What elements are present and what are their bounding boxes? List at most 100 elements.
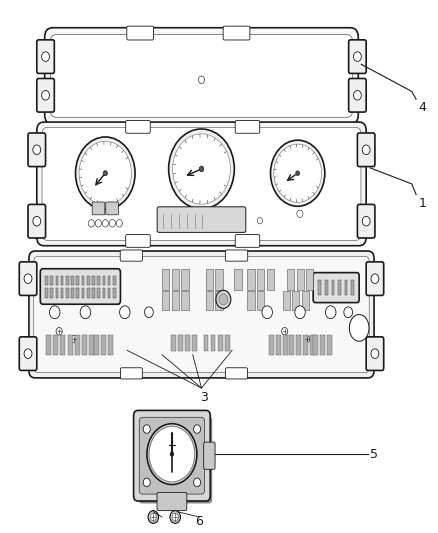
Circle shape	[350, 315, 368, 336]
Circle shape	[169, 129, 234, 209]
FancyBboxPatch shape	[276, 335, 281, 355]
FancyBboxPatch shape	[120, 250, 142, 261]
FancyBboxPatch shape	[235, 120, 260, 133]
FancyBboxPatch shape	[46, 335, 51, 355]
FancyBboxPatch shape	[247, 291, 254, 310]
FancyBboxPatch shape	[101, 335, 106, 355]
Bar	[71, 276, 74, 285]
Circle shape	[75, 137, 135, 209]
FancyBboxPatch shape	[206, 269, 213, 290]
Circle shape	[362, 216, 370, 226]
FancyBboxPatch shape	[327, 335, 332, 355]
FancyBboxPatch shape	[247, 269, 254, 290]
Circle shape	[170, 452, 173, 456]
FancyBboxPatch shape	[75, 335, 80, 355]
Circle shape	[282, 327, 288, 335]
Bar	[92, 288, 95, 297]
Circle shape	[257, 217, 262, 224]
FancyBboxPatch shape	[349, 78, 366, 112]
Ellipse shape	[349, 314, 369, 341]
Bar	[97, 276, 100, 285]
FancyBboxPatch shape	[185, 335, 190, 351]
Circle shape	[271, 140, 325, 206]
FancyBboxPatch shape	[108, 335, 113, 355]
Circle shape	[88, 220, 94, 227]
Bar	[97, 288, 100, 297]
Circle shape	[216, 290, 231, 309]
FancyBboxPatch shape	[211, 335, 215, 351]
FancyBboxPatch shape	[40, 269, 120, 304]
Bar	[77, 276, 79, 285]
FancyBboxPatch shape	[34, 256, 369, 373]
FancyBboxPatch shape	[206, 291, 213, 310]
Circle shape	[33, 216, 41, 226]
Bar	[71, 288, 74, 297]
FancyBboxPatch shape	[126, 235, 150, 247]
Circle shape	[304, 335, 310, 343]
FancyBboxPatch shape	[226, 368, 247, 379]
FancyBboxPatch shape	[306, 269, 314, 290]
FancyBboxPatch shape	[234, 269, 242, 290]
Bar	[50, 288, 53, 297]
FancyBboxPatch shape	[215, 291, 223, 310]
Circle shape	[344, 307, 353, 318]
FancyBboxPatch shape	[292, 291, 299, 310]
FancyBboxPatch shape	[127, 26, 153, 40]
FancyBboxPatch shape	[172, 291, 179, 310]
Bar	[338, 280, 341, 295]
FancyBboxPatch shape	[126, 120, 150, 133]
Circle shape	[170, 511, 180, 523]
Bar	[61, 288, 64, 297]
Circle shape	[172, 513, 178, 521]
Circle shape	[353, 52, 361, 61]
Circle shape	[42, 91, 49, 100]
Bar	[351, 280, 354, 295]
Circle shape	[295, 306, 305, 319]
Circle shape	[95, 220, 101, 227]
Circle shape	[79, 141, 131, 205]
FancyBboxPatch shape	[357, 204, 375, 238]
FancyBboxPatch shape	[171, 335, 176, 351]
FancyBboxPatch shape	[313, 335, 318, 355]
Circle shape	[198, 76, 205, 84]
Bar	[87, 276, 89, 285]
FancyBboxPatch shape	[226, 250, 248, 261]
Circle shape	[325, 306, 336, 319]
FancyBboxPatch shape	[235, 235, 260, 247]
Circle shape	[296, 171, 300, 175]
FancyBboxPatch shape	[68, 335, 73, 355]
FancyBboxPatch shape	[162, 269, 169, 290]
FancyBboxPatch shape	[181, 269, 188, 290]
Circle shape	[102, 220, 108, 227]
FancyBboxPatch shape	[313, 272, 359, 303]
Circle shape	[148, 511, 159, 523]
FancyBboxPatch shape	[225, 335, 230, 351]
Bar	[108, 276, 110, 285]
Circle shape	[199, 166, 204, 172]
Circle shape	[103, 171, 107, 176]
FancyBboxPatch shape	[42, 127, 361, 240]
FancyBboxPatch shape	[310, 335, 315, 355]
FancyBboxPatch shape	[19, 262, 37, 295]
FancyBboxPatch shape	[162, 291, 169, 310]
FancyBboxPatch shape	[257, 291, 264, 310]
FancyBboxPatch shape	[223, 26, 250, 40]
FancyBboxPatch shape	[297, 269, 304, 290]
Bar	[61, 276, 64, 285]
Bar	[318, 280, 321, 295]
Circle shape	[80, 306, 91, 319]
FancyBboxPatch shape	[45, 28, 358, 124]
Bar	[345, 280, 347, 295]
Circle shape	[71, 335, 78, 343]
FancyBboxPatch shape	[287, 269, 294, 290]
FancyBboxPatch shape	[289, 335, 294, 355]
Text: 5: 5	[370, 448, 378, 461]
FancyBboxPatch shape	[204, 335, 208, 351]
Circle shape	[42, 52, 49, 61]
Bar	[102, 288, 105, 297]
FancyBboxPatch shape	[366, 262, 384, 295]
Circle shape	[109, 220, 115, 227]
Bar	[45, 276, 48, 285]
Bar	[332, 280, 334, 295]
Bar	[56, 288, 58, 297]
